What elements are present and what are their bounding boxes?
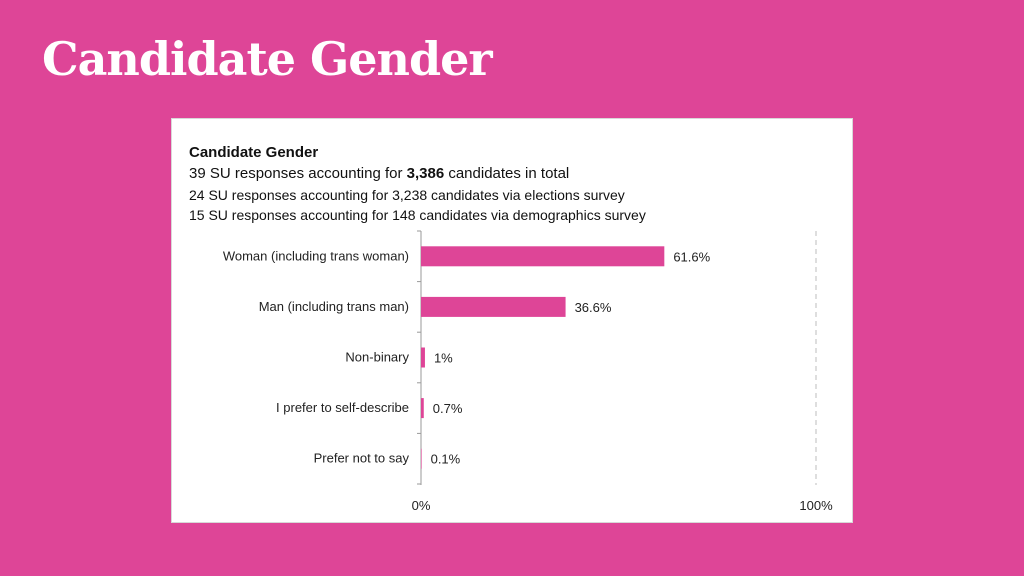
summary-text-pre: 39 SU responses accounting for (189, 165, 407, 182)
summary-line-demographics: 15 SU responses accounting for 148 candi… (189, 207, 646, 223)
bar (421, 246, 665, 267)
category-label: Prefer not to say (314, 451, 410, 466)
data-label: 0.1% (431, 452, 461, 467)
summary-text-post: candidates in total (444, 165, 570, 182)
total-candidates: 3,386 (406, 165, 445, 182)
data-label: 0.7% (433, 401, 463, 416)
category-label: Man (including trans man) (259, 299, 409, 314)
chart-header: Candidate Gender 39 SU responses account… (189, 143, 646, 225)
bar (421, 296, 566, 317)
bar (421, 398, 424, 419)
data-label: 61.6% (673, 249, 710, 264)
category-label: Non-binary (345, 350, 409, 365)
category-label: I prefer to self-describe (276, 400, 409, 415)
bar-chart: Woman (including trans woman) 61.6% Man (i… (223, 230, 833, 513)
data-label: 1% (434, 351, 453, 366)
category-label: Woman (including trans woman) (223, 248, 409, 263)
chart-title: Candidate Gender (189, 144, 319, 161)
bar (421, 347, 425, 368)
x-tick-label: 100% (799, 498, 833, 513)
bar (421, 448, 422, 469)
chart-panel: Candidate Gender 39 SU responses account… (171, 118, 853, 523)
x-tick-label: 0% (412, 498, 431, 513)
slide-title: Candidate Gender (42, 32, 493, 86)
summary-line-total: 39 SU responses accounting for 3,386 can… (189, 163, 646, 185)
data-label: 36.6% (575, 300, 612, 315)
summary-line-elections: 24 SU responses accounting for 3,238 can… (189, 187, 625, 203)
